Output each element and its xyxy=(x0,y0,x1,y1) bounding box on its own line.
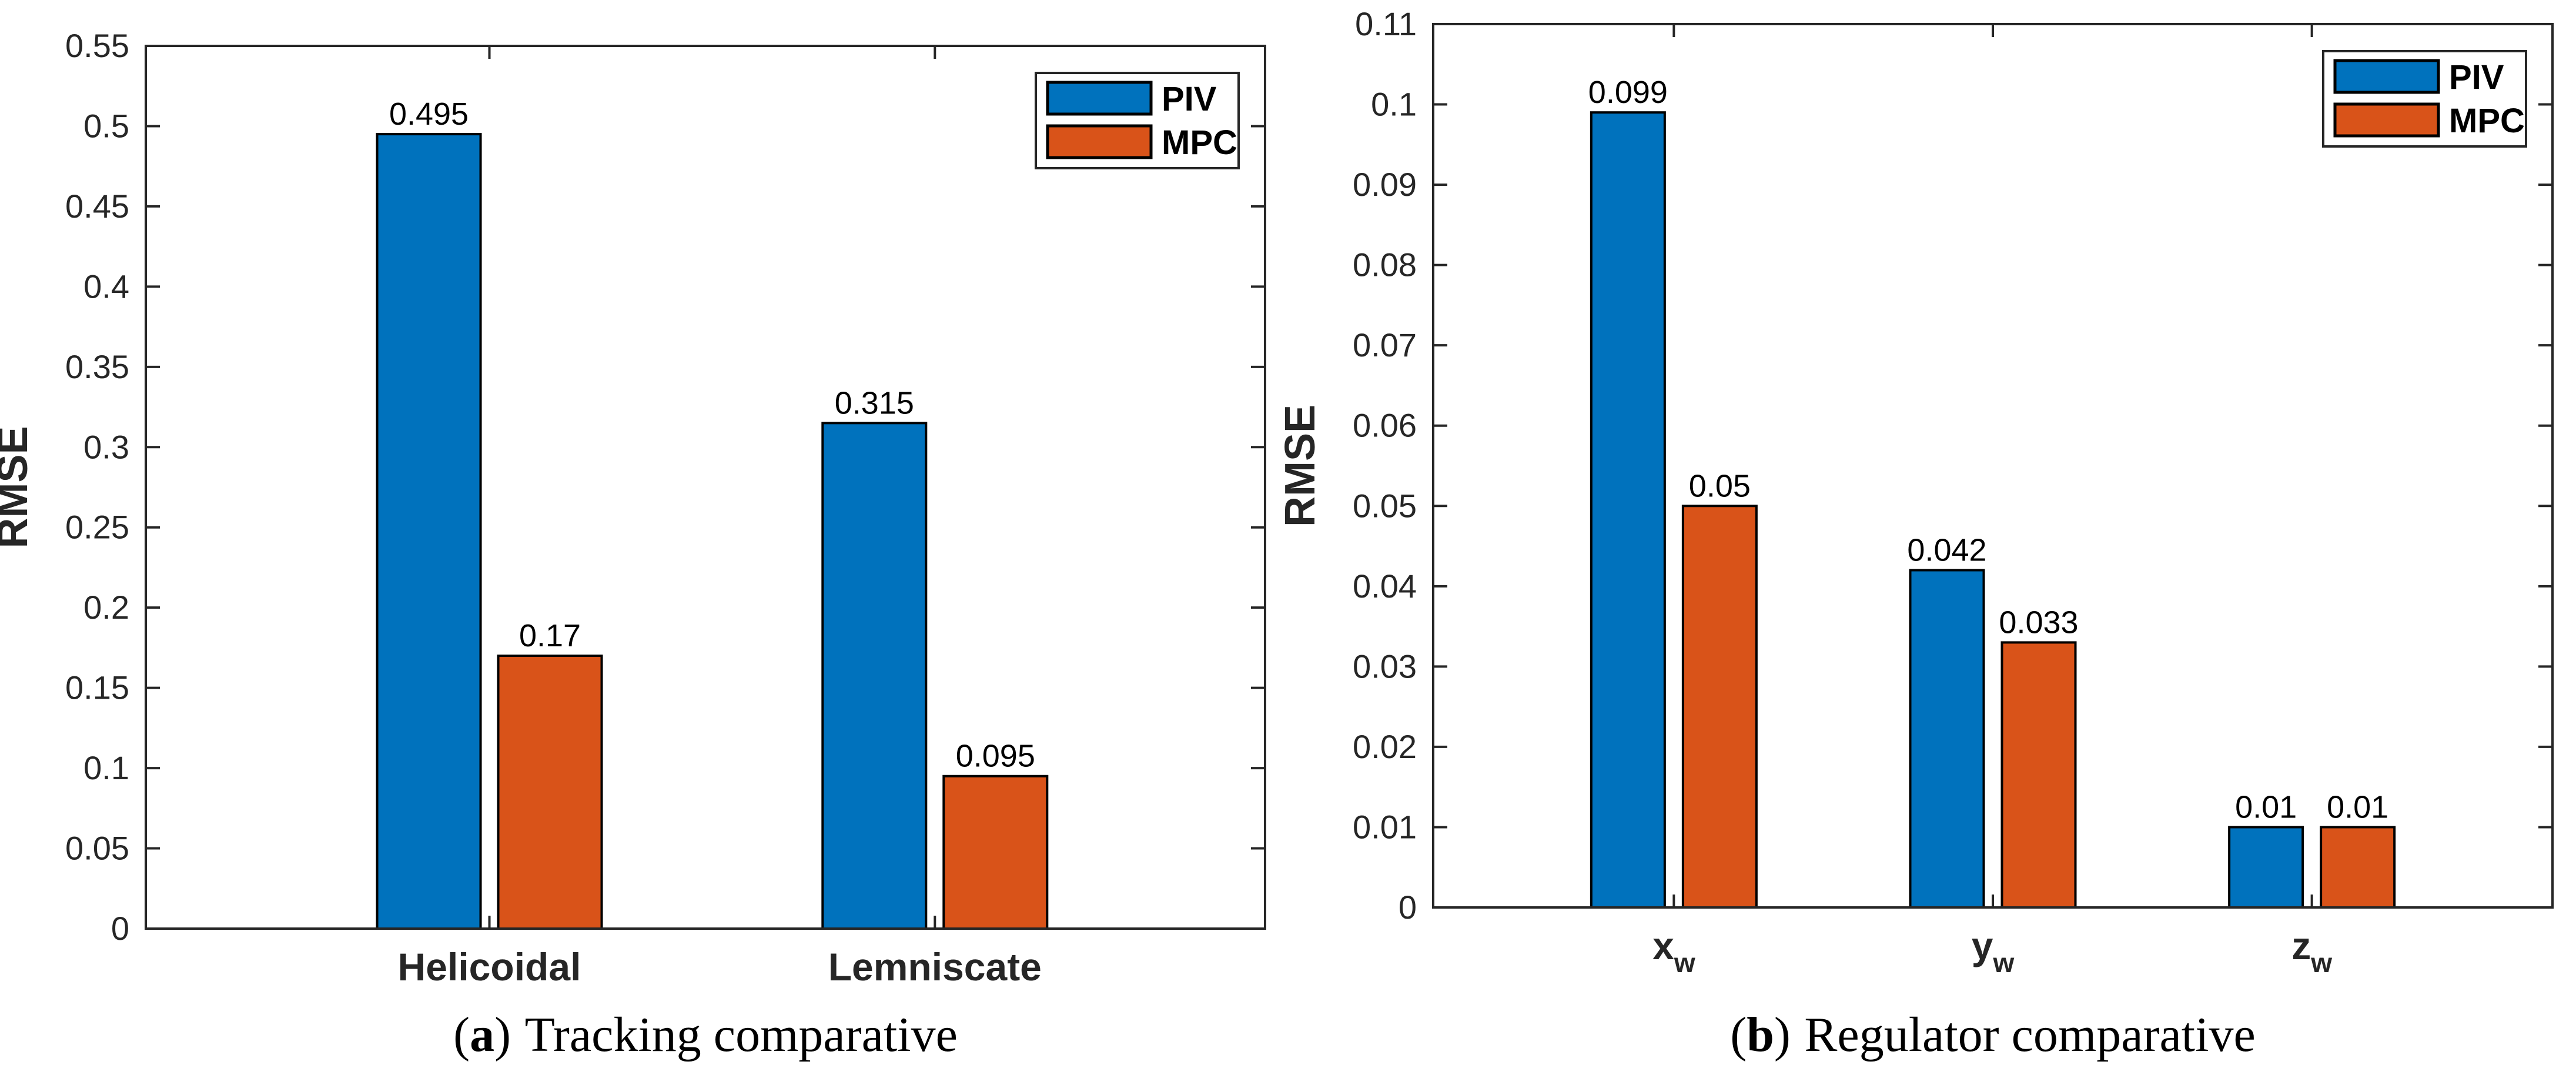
chart-b-x-category-sub: w xyxy=(1992,947,2014,978)
chart-b-bar-mpc-1 xyxy=(2000,641,2077,909)
chart-a-y-axis-label: RMSE xyxy=(0,426,36,548)
chart-a-x-category-base: Lemniscate xyxy=(828,945,1042,989)
chart-a-bar-value-label: 0.495 xyxy=(389,96,469,132)
chart-a-y-tick-label: 0.15 xyxy=(65,669,129,706)
chart-a-bar-mpc-1 xyxy=(942,775,1049,930)
chart-b-x-category-base: y xyxy=(1972,924,1993,967)
chart-b-y-tick-label: 0.09 xyxy=(1353,166,1417,203)
chart-b-y-axis-label: RMSE xyxy=(1277,405,1324,527)
caption-a-letter: a xyxy=(470,1007,495,1062)
chart-b-x-category-base: x xyxy=(1652,924,1674,967)
chart-a: 0.495 0.315 0.17 0.095 0 0.05 0.1 0.15 0.2 0.25 0.… xyxy=(0,27,1266,989)
chart-b-legend-label-piv: PIV xyxy=(2449,58,2504,96)
chart-a-y-tick-label: 0.55 xyxy=(65,27,129,64)
chart-a-x-category-label: Helicoidal xyxy=(398,945,581,989)
chart-b-bar-value-label: 0.01 xyxy=(2327,789,2388,825)
chart-a-bar-value-label: 0.095 xyxy=(956,739,1035,774)
chart-a-y-tick-label: 0.2 xyxy=(83,589,129,626)
chart-a-y-tick-label: 0.35 xyxy=(65,348,129,385)
chart-b-y-tick-label: 0.06 xyxy=(1353,407,1417,444)
chart-a-y-tick-label: 0.25 xyxy=(65,509,129,546)
chart-a-bar-value-label: 0.315 xyxy=(835,385,914,420)
chart-b-y-tick-label: 0.08 xyxy=(1353,246,1417,283)
chart-b-y-tick-label: 0.07 xyxy=(1353,326,1417,363)
caption-b-close: ) xyxy=(1774,1007,1791,1062)
chart-b-legend-swatch-piv xyxy=(2333,59,2440,94)
chart-a-x-category-base: Helicoidal xyxy=(398,945,581,989)
chart-b-bar-value-label: 0.099 xyxy=(1588,75,1668,110)
chart-b-y-tick-label: 0.04 xyxy=(1353,568,1417,605)
chart-a-bar-value-label: 0.17 xyxy=(519,618,581,653)
chart-a-x-category-label: Lemniscate xyxy=(828,945,1042,989)
chart-b-bar-value-label: 0.01 xyxy=(2235,789,2297,825)
chart-b-y-tick-label: 0.02 xyxy=(1353,728,1417,765)
chart-a-legend-swatch-mpc xyxy=(1046,124,1153,159)
chart-b-bar-mpc-0 xyxy=(1681,505,1758,909)
chart-a-legend-label-mpc: MPC xyxy=(1162,124,1237,162)
chart-b: 0.099 0.042 0.01 0.05 0.033 0.01 0 0.01 0.02 0.03… xyxy=(1277,5,2554,978)
chart-b-x-category-sub: w xyxy=(2310,947,2332,978)
chart-a-legend-label-piv: PIV xyxy=(1162,80,1217,118)
chart-b-bar-value-label: 0.05 xyxy=(1689,468,1751,503)
chart-b-y-tick-label: 0 xyxy=(1399,889,1417,926)
chart-b-y-tick-label: 0.1 xyxy=(1371,86,1417,123)
caption-a-close: ) xyxy=(494,1007,511,1062)
chart-b-y-tick-label: 0.03 xyxy=(1353,648,1417,685)
chart-b-bar-piv-2 xyxy=(2228,826,2304,909)
chart-b-bar-mpc-2 xyxy=(2320,826,2396,909)
chart-b-bar-piv-0 xyxy=(1590,111,1666,909)
chart-b-x-category-label: xw xyxy=(1652,924,1695,978)
chart-b-y-tick-label: 0.11 xyxy=(1355,5,1417,42)
chart-a-bar-mpc-0 xyxy=(497,655,603,930)
caption-b-letter: b xyxy=(1747,1007,1774,1062)
chart-b-x-category-label: yw xyxy=(1972,924,2015,978)
chart-b-bar-piv-1 xyxy=(1909,569,1985,909)
chart-a-y-tick-label: 0.05 xyxy=(65,830,129,867)
chart-a-plot-area xyxy=(146,46,1265,929)
caption-b-text: Regulator comparative xyxy=(1804,1007,2256,1062)
chart-a-y-tick-label: 0.1 xyxy=(83,749,129,786)
chart-b-bar-value-label: 0.042 xyxy=(1907,533,1986,568)
chart-a-y-tick-label: 0.4 xyxy=(83,268,129,305)
chart-b-y-tick-label: 0.05 xyxy=(1353,487,1417,524)
caption-b: (b) Regulator comparative xyxy=(1523,1007,2463,1064)
chart-a-legend-swatch-piv xyxy=(1046,81,1153,116)
caption-a-text: Tracking comparative xyxy=(524,1007,958,1062)
chart-a-y-tick-label: 0.5 xyxy=(83,107,129,144)
caption-a: (a) Tracking comparative xyxy=(235,1007,1176,1064)
chart-b-bar-value-label: 0.033 xyxy=(1999,605,2078,640)
chart-b-x-category-base: z xyxy=(2291,924,2311,967)
chart-a-y-tick-label: 0.45 xyxy=(65,188,129,225)
chart-a-bar-piv-1 xyxy=(821,422,928,930)
chart-b-legend-swatch-mpc xyxy=(2333,102,2440,138)
chart-a-y-tick-label: 0 xyxy=(111,910,129,947)
chart-b-legend-label-mpc: MPC xyxy=(2449,102,2525,140)
caption-a-open: ( xyxy=(453,1007,470,1062)
chart-a-bar-piv-0 xyxy=(376,133,482,930)
chart-b-axes-box xyxy=(1432,23,2554,909)
caption-b-open: ( xyxy=(1730,1007,1747,1062)
chart-a-y-tick-label: 0.3 xyxy=(83,428,129,465)
chart-b-x-category-label: zw xyxy=(2291,924,2332,978)
chart-b-y-tick-label: 0.01 xyxy=(1353,808,1417,845)
chart-b-x-category-sub: w xyxy=(1674,947,1695,978)
chart-a-axes-box xyxy=(145,45,1266,930)
